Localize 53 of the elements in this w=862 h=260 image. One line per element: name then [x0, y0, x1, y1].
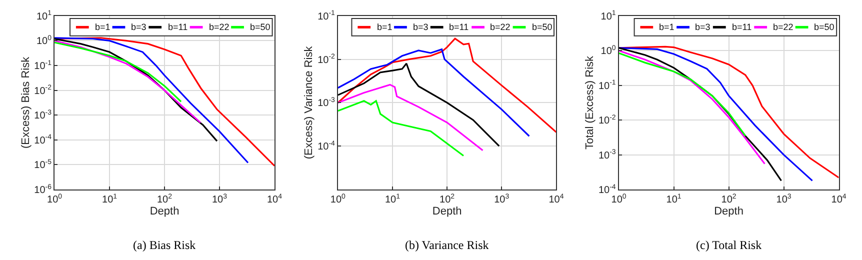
y-axis-title: (Excess) Variance Risk: [303, 46, 316, 160]
legend-label: b=3: [413, 22, 428, 32]
y-tick-label: 10$^{1}$: [36, 10, 52, 22]
x-axis-title: Depth: [432, 206, 462, 218]
y-tick-label: 10$^{-2}$: [34, 84, 52, 97]
legend-label: b=11: [168, 22, 188, 32]
y-tick-label: 10$^{0}$: [36, 35, 52, 48]
legend-label: b=1: [659, 22, 674, 32]
text: (c) Total Risk: [696, 238, 762, 252]
legend-label: b=22: [209, 22, 230, 32]
x-tick-label: 10$^{3}$: [212, 193, 228, 206]
x-tick-label: 10$^{2}$: [156, 193, 172, 206]
y-tick-label: 10$^{-2}$: [318, 54, 336, 66]
x-tick-label: 10$^{2}$: [721, 193, 736, 206]
x-tick-label: 10$^{4}$: [831, 193, 846, 206]
text: (b) Variance Risk: [405, 238, 489, 252]
y-tick-label: 10$^{-1}$: [318, 10, 336, 22]
y-axis-title: (Excess) Bias Risk: [20, 56, 32, 149]
x-tick-label: 10$^{1}$: [666, 193, 682, 206]
x-axis-title: Depth: [150, 206, 180, 218]
y-tick-label: 10$^{-3}$: [318, 97, 336, 110]
legend-label: b=50: [814, 22, 834, 32]
x-tick-label: 10$^{4}$: [266, 193, 282, 206]
y-tick-label: 10$^{-4}$: [318, 140, 336, 153]
y-tick-label: 10$^{-3}$: [598, 149, 616, 162]
legend-label: b=22: [490, 22, 510, 32]
y-tick-label: 10$^{-2}$: [598, 114, 616, 127]
legend-label: b=50: [250, 22, 270, 32]
x-tick-label: 10$^{3}$: [776, 193, 792, 206]
legend-label: b=50: [532, 22, 552, 32]
legend-label: b=22: [773, 22, 794, 32]
legend-label: b=3: [131, 22, 146, 32]
legend-label: b=1: [95, 22, 110, 32]
y-tick-label: 10$^{-3}$: [34, 109, 52, 122]
x-tick-label: 10$^{1}$: [102, 193, 118, 206]
legend-label: b=3: [695, 22, 710, 32]
x-tick-label: 10$^{2}$: [440, 193, 455, 206]
y-tick-label: 10$^{1}$: [600, 10, 616, 22]
y-tick-label: 10$^{-1}$: [598, 80, 616, 92]
y-tick-label: 10$^{-5}$: [34, 159, 52, 172]
text: (a) Bias Risk: [133, 238, 196, 252]
x-tick-label: 10$^{0}$: [330, 193, 346, 206]
y-tick-label: 10$^{-1}$: [34, 60, 52, 72]
y-tick-label: 10$^{0}$: [600, 44, 616, 58]
x-tick-label: 10$^{3}$: [494, 193, 510, 206]
x-axis-title: Depth: [714, 206, 744, 218]
x-tick-label: 10$^{4}$: [548, 193, 564, 206]
y-tick-label: 10$^{-4}$: [34, 134, 52, 146]
x-tick-label: 10$^{1}$: [384, 193, 400, 206]
legend-label: b=11: [449, 22, 469, 32]
legend-label: b=11: [732, 22, 752, 32]
y-axis-title: Total (Excess) Risk: [584, 55, 596, 150]
legend-label: b=1: [377, 22, 392, 32]
